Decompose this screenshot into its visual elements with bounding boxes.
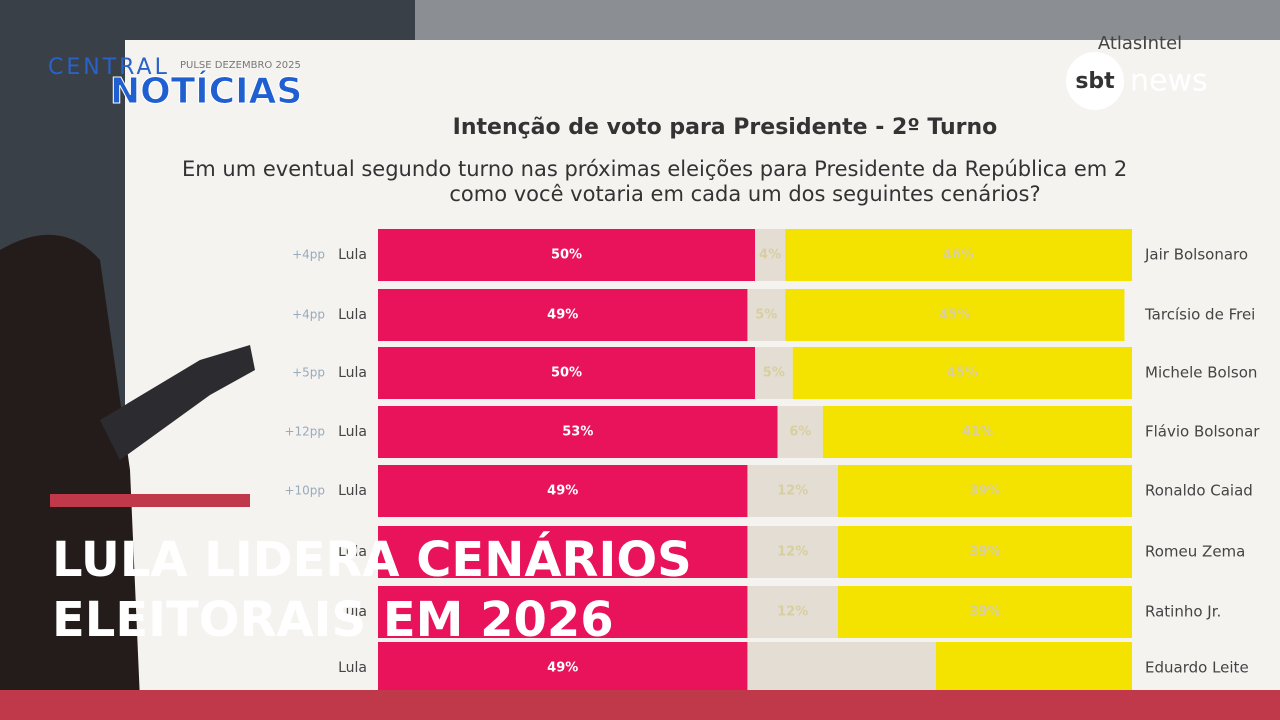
margin-label: +4pp: [292, 248, 325, 262]
bar-segment: [378, 526, 748, 578]
value-label: 39%: [969, 484, 1000, 499]
bottom-bar: [0, 690, 1280, 720]
category-label: Romeu Zema: [1145, 543, 1245, 561]
value-label: 49%: [547, 308, 578, 323]
bar-segment: [378, 347, 755, 399]
bar-segment: [378, 586, 748, 638]
bar-segment: [785, 289, 1125, 341]
bar-segment: [837, 526, 1132, 578]
bar-segment: [837, 586, 1132, 638]
chart-title: Intenção de voto para Presidente - 2º Tu…: [453, 115, 998, 140]
value-label: 45%: [939, 308, 970, 323]
chart: 50% 4% 46% Jair Bolsonaro Lula +4pp 49% 5% 45% Ta…: [284, 229, 1260, 694]
chart-subtitle: Em um eventual segundo turno nas próxima…: [182, 157, 1127, 181]
margin-label: +10pp: [284, 484, 325, 498]
value-label: 5%: [755, 308, 777, 323]
value-label: 53%: [562, 425, 593, 440]
value-label: 4%: [759, 248, 781, 263]
show-logo-bottom: NOTÍCIAS: [110, 70, 302, 112]
bar-segment: [378, 229, 755, 281]
left-label: Lula: [338, 544, 367, 560]
value-label: 5%: [763, 366, 785, 381]
bar-segment: [755, 229, 786, 281]
bar-segment: [777, 406, 823, 458]
bar-segment: [785, 229, 1132, 281]
value-label: 12%: [777, 605, 808, 620]
margin-label: +5pp: [292, 366, 325, 380]
left-label: Lula: [338, 660, 367, 676]
bar-segment: [822, 406, 1132, 458]
screen-top-note: PULSE DEZEMBRO 2025: [180, 60, 301, 71]
value-label: 12%: [777, 484, 808, 499]
value-label: 41%: [962, 425, 993, 440]
left-label: Lula: [338, 483, 367, 499]
presenter: [0, 234, 140, 700]
left-label: Lula: [338, 307, 367, 323]
channel-logo-circle: [1066, 52, 1124, 110]
margin-label: +4pp: [292, 308, 325, 322]
ceiling: [415, 0, 1280, 40]
bar-segment: [755, 347, 793, 399]
category-label: Jair Bolsonaro: [1144, 246, 1248, 264]
category-label: Ronaldo Caiad: [1145, 482, 1253, 500]
category-label: Michele Bolson: [1145, 364, 1257, 382]
left-label: Lula: [338, 424, 367, 440]
value-label: 49%: [547, 484, 578, 499]
channel-name: news: [1130, 64, 1208, 99]
value-label: 45%: [947, 366, 978, 381]
presenter-arm: [100, 345, 255, 460]
chart-subtitle: como você votaria em cada um dos seguint…: [449, 182, 1040, 206]
bar-segment: [747, 642, 936, 694]
value-label: 39%: [969, 605, 1000, 620]
bar-segment: [378, 465, 748, 517]
headline: ELEITORAIS EM 2026: [52, 592, 614, 648]
bar-segment: [837, 465, 1132, 517]
bar-segment: [792, 347, 1132, 399]
headline-accent: [50, 494, 250, 507]
value-label: 46%: [943, 248, 974, 263]
bar-segment: [747, 465, 838, 517]
category-label: Eduardo Leite: [1145, 659, 1249, 677]
category-label: Ratinho Jr.: [1145, 603, 1221, 621]
value-label: 50%: [551, 248, 582, 263]
value-label: 12%: [777, 545, 808, 560]
category-label: Flávio Bolsonar: [1145, 423, 1260, 441]
bar-segment: [747, 289, 786, 341]
bar-segment: [378, 289, 748, 341]
category-label: Tarcísio de Frei: [1144, 306, 1255, 324]
show-logo-top: CENTRAL: [48, 55, 170, 80]
value-label: 39%: [969, 545, 1000, 560]
bar-segment: [378, 406, 778, 458]
value-label: 49%: [547, 661, 578, 676]
left-label: Lula: [338, 247, 367, 263]
bar-segment: [935, 642, 1132, 694]
margin-label: +12pp: [284, 425, 325, 439]
headline: LULA LIDERA CENÁRIOS: [52, 531, 692, 588]
value-label: 50%: [551, 366, 582, 381]
value-label: 6%: [789, 425, 811, 440]
source-logo: AtlasIntel: [1098, 33, 1182, 54]
bar-segment: [747, 526, 838, 578]
left-label: Lula: [338, 365, 367, 381]
bar-segment: [747, 586, 838, 638]
bar-segment: [378, 642, 748, 694]
left-label: Lula: [338, 604, 367, 620]
channel-logo: sbt: [1075, 69, 1115, 94]
